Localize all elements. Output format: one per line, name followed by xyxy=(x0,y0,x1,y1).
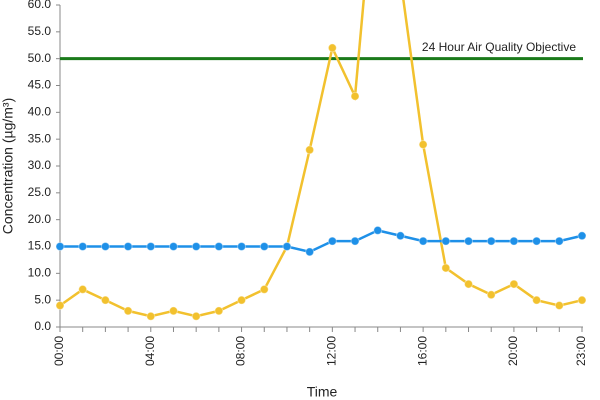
point xyxy=(191,311,201,321)
point xyxy=(168,242,178,251)
point xyxy=(123,242,133,251)
point xyxy=(327,43,337,53)
point xyxy=(191,242,201,251)
point xyxy=(78,242,88,251)
point xyxy=(554,236,564,246)
point xyxy=(259,284,269,294)
x-tick-label: 12:00 xyxy=(325,336,339,366)
x-tick-label: 04:00 xyxy=(143,336,157,366)
y-tick-label: 10.0 xyxy=(28,266,52,280)
y-tick-label: 5.0 xyxy=(34,292,51,306)
point xyxy=(464,279,474,289)
y-tick-label: 30.0 xyxy=(28,158,52,172)
point xyxy=(373,225,383,235)
series-line xyxy=(60,229,583,254)
y-tick-label: 20.0 xyxy=(28,212,52,226)
point xyxy=(237,242,247,251)
point xyxy=(305,145,315,155)
point xyxy=(441,236,451,246)
x-tick-label: 08:00 xyxy=(234,336,248,366)
y-tick-label: 45.0 xyxy=(28,78,52,92)
y-tick-label: 25.0 xyxy=(28,185,52,199)
point xyxy=(259,242,269,251)
point xyxy=(282,242,292,251)
point xyxy=(237,295,247,305)
x-tick-label: 16:00 xyxy=(415,336,429,366)
point xyxy=(486,290,496,300)
point xyxy=(146,311,156,321)
point xyxy=(418,236,428,246)
point xyxy=(214,242,224,251)
point xyxy=(214,306,224,316)
y-axis-title: Concentration (µg/m³) xyxy=(0,98,16,234)
point xyxy=(100,295,110,305)
point xyxy=(486,236,496,246)
point xyxy=(554,301,564,311)
y-tick-label: 50.0 xyxy=(28,51,52,65)
point xyxy=(395,231,405,241)
point xyxy=(577,231,587,241)
point xyxy=(577,295,587,305)
point xyxy=(350,236,360,246)
x-tick-label: 00:00 xyxy=(52,336,66,366)
x-tick-label: 20:00 xyxy=(506,336,520,366)
point xyxy=(55,242,65,251)
point xyxy=(509,279,519,289)
point xyxy=(146,242,156,251)
y-tick-label: 35.0 xyxy=(28,131,52,145)
point xyxy=(464,236,474,246)
point xyxy=(123,306,133,316)
point xyxy=(441,263,451,273)
objective-label: 24 Hour Air Quality Objective xyxy=(422,40,576,54)
point xyxy=(509,236,519,246)
point xyxy=(305,247,315,257)
y-tick-label: 40.0 xyxy=(28,105,52,119)
y-tick-label: 55.0 xyxy=(28,24,52,38)
point xyxy=(418,140,428,150)
x-axis-title: Time xyxy=(307,384,338,400)
point xyxy=(55,301,65,311)
y-tick-label: 60.0 xyxy=(28,0,52,11)
point xyxy=(168,306,178,316)
point xyxy=(78,284,88,294)
point xyxy=(100,242,110,251)
y-tick-label: 15.0 xyxy=(28,239,52,253)
point xyxy=(327,236,337,246)
y-tick-label: 0.0 xyxy=(34,319,51,333)
point xyxy=(532,236,542,246)
point xyxy=(350,91,360,101)
x-tick-label: 23:00 xyxy=(574,336,588,366)
point xyxy=(532,295,542,305)
